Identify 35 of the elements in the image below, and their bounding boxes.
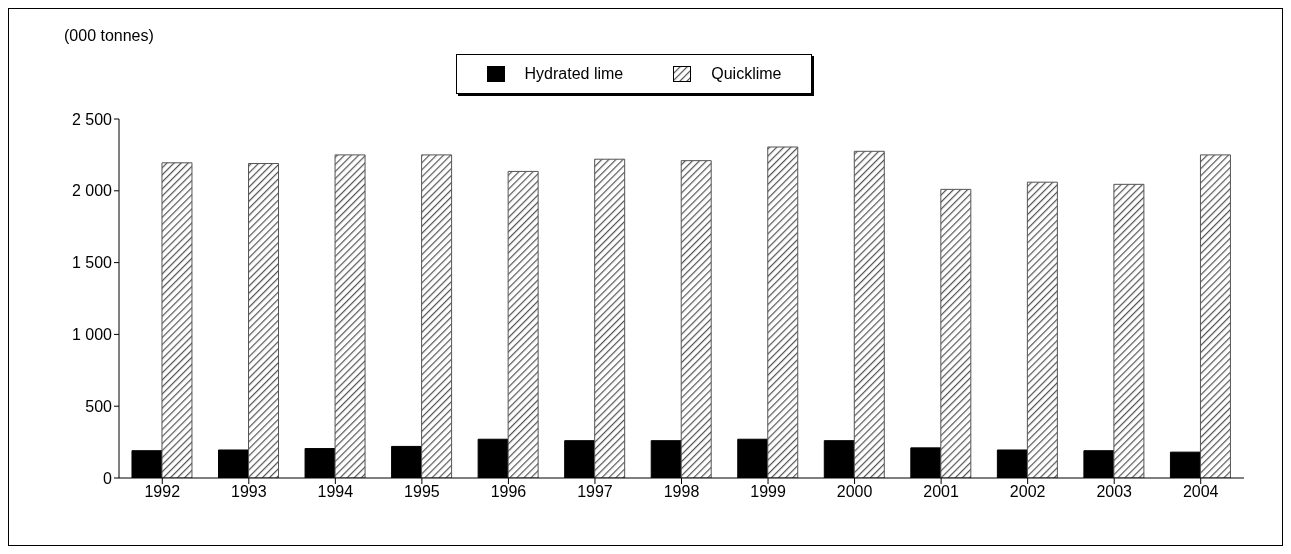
bar [1026, 181, 1058, 478]
bar [1113, 183, 1145, 478]
legend-label: Hydrated lime [524, 65, 624, 83]
x-tick-label: 1994 [317, 483, 354, 501]
x-tick-label: 1992 [144, 483, 181, 501]
bar [334, 154, 366, 478]
x-tick-label: 1998 [663, 483, 700, 501]
x-tick-label: 1993 [231, 483, 267, 501]
bar [680, 160, 712, 478]
bar [940, 188, 972, 478]
x-tick-label: 1999 [750, 483, 786, 501]
x-tick-label: 2004 [1182, 483, 1219, 501]
x-tick-label: 2003 [1096, 483, 1133, 501]
x-tick-label: 2001 [923, 483, 960, 501]
y-tick-label: 0 [103, 469, 113, 487]
bar [767, 146, 799, 478]
x-tick-label: 1995 [404, 483, 440, 501]
x-tick-label: 2002 [1009, 483, 1046, 501]
y-tick-label: 1 000 [71, 326, 113, 344]
bar [421, 154, 453, 478]
y-tick-label: 500 [85, 397, 113, 415]
y-tick-label: 2 500 [71, 110, 113, 128]
bar [853, 150, 885, 478]
x-tick-label: 1997 [577, 483, 613, 501]
bar [594, 158, 626, 478]
x-tick-label: 2000 [836, 483, 873, 501]
bar [248, 163, 280, 478]
legend-label: Quicklime [711, 65, 782, 83]
bar [507, 170, 539, 478]
bar [1199, 154, 1231, 478]
y-axis-title: (000 tonnes) [64, 27, 154, 45]
x-tick-label: 1996 [490, 483, 527, 501]
y-tick-label: 1 500 [71, 254, 113, 272]
bar [161, 162, 193, 478]
y-tick-label: 2 000 [71, 182, 113, 200]
